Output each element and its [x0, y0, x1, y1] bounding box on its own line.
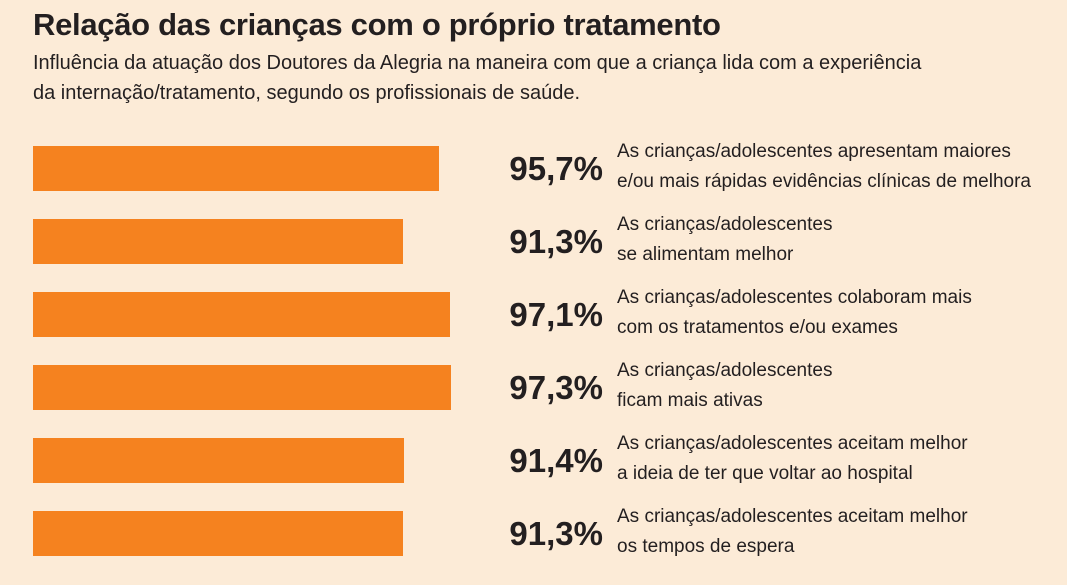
category-label-line: As crianças/adolescentes colaboram mais	[617, 287, 972, 308]
bar	[33, 365, 451, 410]
category-label: As crianças/adolescentes aceitam melhor o…	[617, 502, 1062, 562]
bar	[33, 438, 404, 483]
bar-row: 91,3% As crianças/adolescentes se alimenta…	[0, 214, 1067, 293]
category-label-line: a ideia de ter que voltar ao hospital	[617, 463, 913, 484]
category-label: As crianças/adolescentes aceitam melhor a…	[617, 429, 1062, 489]
category-label: As crianças/adolescentes se alimentam mel…	[617, 210, 1062, 270]
chart-subtitle: Influência da atuação dos Doutores da Al…	[33, 52, 922, 104]
bar-value-label: 97,1%	[509, 296, 603, 333]
bar-value-label: 91,4%	[509, 442, 603, 479]
bar	[33, 292, 450, 337]
bar-value-label: 91,3%	[509, 515, 603, 552]
category-label: As crianças/adolescentes ficam mais ativa…	[617, 356, 1062, 416]
bar-value-label: 91,3%	[509, 223, 603, 260]
bar-row: 91,3% As crianças/adolescentes aceitam me…	[0, 506, 1067, 585]
category-label-line: As crianças/adolescentes aceitam melhor	[617, 506, 968, 527]
bar-row: 95,7% As crianças/adolescentes apresentam…	[0, 141, 1067, 220]
category-label: As crianças/adolescentes apresentam maio…	[617, 137, 1062, 197]
category-label-line: As crianças/adolescentes apresentam maio…	[617, 141, 1011, 162]
bar-row: 97,3% As crianças/adolescentes ficam mais …	[0, 360, 1067, 439]
category-label-line: ficam mais ativas	[617, 390, 763, 411]
category-label-line: e/ou mais rápidas evidências clínicas de…	[617, 171, 1031, 192]
category-label-line: com os tratamentos e/ou exames	[617, 317, 898, 338]
bar	[33, 146, 439, 191]
bar	[33, 511, 403, 556]
bar-value-label: 97,3%	[509, 369, 603, 406]
category-label-line: se alimentam melhor	[617, 244, 794, 265]
category-label-line: os tempos de espera	[617, 536, 795, 557]
bar-chart: 95,7% As crianças/adolescentes apresentam…	[0, 141, 1067, 557]
category-label-line: As crianças/adolescentes	[617, 360, 833, 381]
bar-value-label: 95,7%	[509, 150, 603, 187]
category-label-line: As crianças/adolescentes	[617, 214, 833, 235]
category-label: As crianças/adolescentes colaboram mais c…	[617, 283, 1062, 343]
bar-row: 91,4% As crianças/adolescentes aceitam me…	[0, 433, 1067, 512]
chart-title: Relação das crianças com o próprio trata…	[33, 7, 721, 42]
bar-row: 97,1% As crianças/adolescentes colaboram …	[0, 287, 1067, 366]
bar	[33, 219, 403, 264]
category-label-line: As crianças/adolescentes aceitam melhor	[617, 433, 968, 454]
